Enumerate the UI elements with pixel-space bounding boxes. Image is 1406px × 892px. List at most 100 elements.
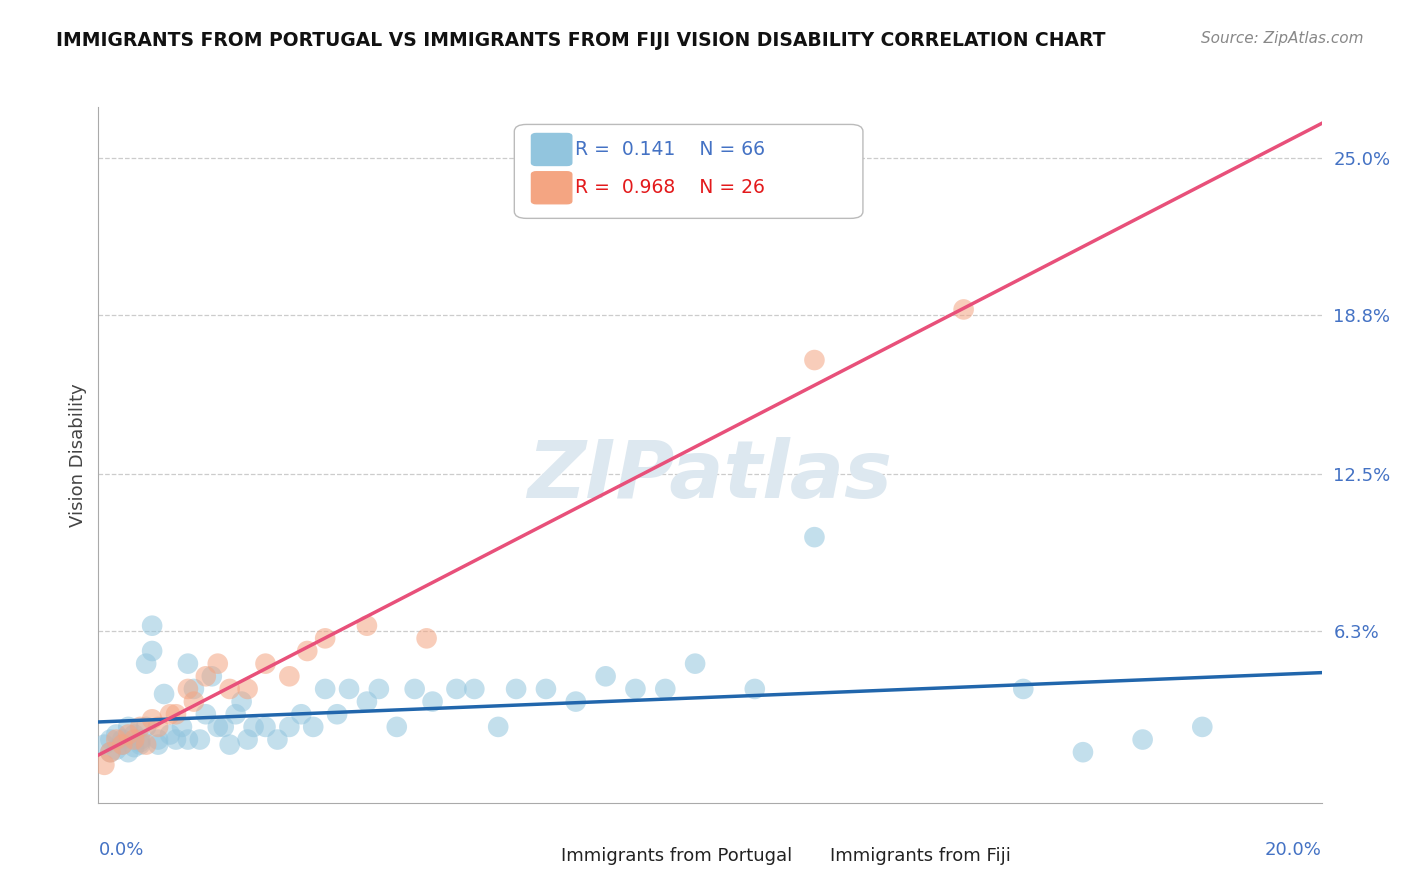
Point	[356, 695, 378, 709]
Point	[93, 757, 115, 772]
Point	[218, 681, 240, 696]
Point	[129, 738, 152, 752]
Text: Source: ZipAtlas.com: Source: ZipAtlas.com	[1201, 31, 1364, 46]
Point	[122, 740, 145, 755]
Point	[236, 681, 259, 696]
Point	[1132, 732, 1154, 747]
FancyBboxPatch shape	[792, 843, 827, 870]
Point	[231, 695, 253, 709]
Text: R =  0.141    N = 66: R = 0.141 N = 66	[575, 140, 765, 159]
Text: IMMIGRANTS FROM PORTUGAL VS IMMIGRANTS FROM FIJI VISION DISABILITY CORRELATION C: IMMIGRANTS FROM PORTUGAL VS IMMIGRANTS F…	[56, 31, 1105, 50]
Point	[194, 707, 217, 722]
Point	[744, 681, 766, 696]
Point	[1071, 745, 1094, 759]
Point	[254, 657, 277, 671]
Point	[225, 707, 247, 722]
Point	[129, 720, 152, 734]
Point	[177, 681, 200, 696]
Point	[129, 732, 152, 747]
Point	[266, 732, 288, 747]
FancyBboxPatch shape	[531, 134, 572, 166]
Point	[117, 727, 139, 741]
FancyBboxPatch shape	[531, 172, 572, 203]
Point	[595, 669, 617, 683]
Point	[207, 720, 229, 734]
Point	[297, 644, 319, 658]
Point	[122, 727, 145, 741]
Point	[129, 735, 152, 749]
Text: ZIPatlas: ZIPatlas	[527, 437, 893, 515]
Point	[93, 738, 115, 752]
Point	[404, 681, 426, 696]
Text: 0.0%: 0.0%	[98, 841, 143, 859]
Point	[105, 732, 128, 747]
Point	[183, 681, 205, 696]
Point	[159, 727, 181, 741]
Point	[486, 720, 509, 734]
Point	[290, 707, 312, 722]
Point	[683, 657, 706, 671]
Point	[122, 732, 145, 747]
Point	[207, 657, 229, 671]
Point	[177, 732, 200, 747]
Point	[111, 738, 134, 752]
Point	[159, 707, 181, 722]
Point	[385, 720, 408, 734]
Point	[254, 720, 277, 734]
Point	[1012, 681, 1035, 696]
Y-axis label: Vision Disability: Vision Disability	[69, 383, 87, 527]
Point	[201, 669, 224, 683]
Point	[463, 681, 485, 696]
Point	[105, 742, 128, 756]
Text: R =  0.968    N = 26: R = 0.968 N = 26	[575, 178, 765, 197]
Point	[212, 720, 235, 734]
Point	[356, 618, 378, 632]
Point	[141, 618, 163, 632]
Point	[98, 745, 121, 759]
Point	[183, 695, 205, 709]
Point	[218, 738, 240, 752]
Point	[952, 302, 974, 317]
Point	[146, 732, 169, 747]
Point	[314, 681, 336, 696]
Point	[326, 707, 349, 722]
Point	[302, 720, 325, 734]
Point	[153, 687, 176, 701]
Point	[367, 681, 389, 696]
Point	[177, 657, 200, 671]
FancyBboxPatch shape	[515, 124, 863, 219]
Point	[654, 681, 676, 696]
Point	[314, 632, 336, 646]
Point	[422, 695, 444, 709]
Point	[236, 732, 259, 747]
Point	[170, 720, 193, 734]
Point	[141, 644, 163, 658]
Point	[242, 720, 264, 734]
Text: 20.0%: 20.0%	[1265, 841, 1322, 859]
Point	[194, 669, 217, 683]
Text: Immigrants from Portugal: Immigrants from Portugal	[561, 847, 792, 865]
Text: Immigrants from Fiji: Immigrants from Fiji	[830, 847, 1011, 865]
Point	[565, 695, 588, 709]
Point	[803, 530, 825, 544]
Point	[278, 720, 301, 734]
Point	[624, 681, 647, 696]
Point	[117, 745, 139, 759]
Point	[135, 738, 157, 752]
Point	[135, 657, 157, 671]
Point	[111, 738, 134, 752]
Point	[98, 732, 121, 747]
Point	[803, 353, 825, 368]
Point	[111, 732, 134, 747]
Point	[534, 681, 557, 696]
FancyBboxPatch shape	[523, 843, 557, 870]
Point	[188, 732, 211, 747]
Point	[1191, 720, 1213, 734]
Point	[278, 669, 301, 683]
Point	[165, 707, 187, 722]
Point	[146, 738, 169, 752]
Point	[505, 681, 527, 696]
Point	[105, 727, 128, 741]
Point	[117, 720, 139, 734]
Point	[135, 720, 157, 734]
